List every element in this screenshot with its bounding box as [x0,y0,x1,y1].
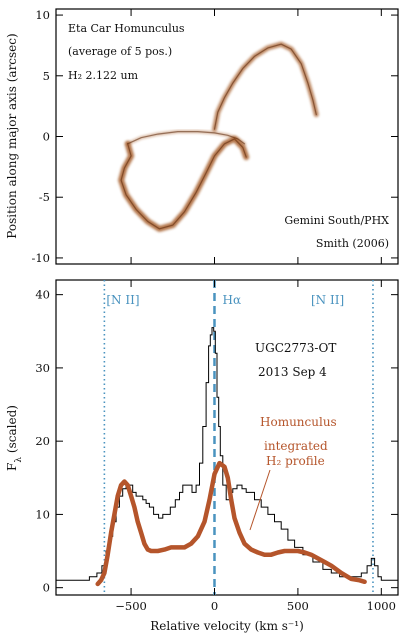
overlay-label-2: integrated [264,439,328,453]
image-reference: Smith (2006) [316,237,389,250]
reference-line-label: [N II] [106,293,139,307]
spectrum-ytick-label: 10 [35,507,50,521]
image-instrument: Gemini South/PHX [284,214,389,227]
spectrum-ytick-label: 20 [35,434,50,448]
reference-line-label: [N II] [311,293,344,307]
ylabel-sub: λ [14,457,24,463]
ylabel-main: F [5,463,19,471]
spectrum-ytick-label: 30 [35,361,50,375]
image-ytick-label: -5 [39,190,50,204]
image-panel-axes: -10 -5 0 5 10 [31,8,398,265]
object-name: UGC2773-OT [255,341,336,355]
reference-line-label: Hα [222,293,241,307]
reference-lines [103,280,374,595]
spectrum-panel-frame [55,279,399,596]
overlay-pointer [249,469,271,531]
lower-lobe-arc-core [127,131,246,145]
spectrum-panel: [N II] Hα [N II] 0 10 20 30 40 −500 0 500 1000 UGC2… [5,279,399,633]
h2-profile-line [95,460,367,587]
image-line-label: H₂ 2.122 um [68,69,139,82]
spectrum-axes: [N II] Hα [N II] 0 10 20 30 40 −500 0 500 1000 [35,280,398,613]
image-ylabel: Position along major axis (arcsec) [5,33,19,238]
spectrum-series [56,327,398,587]
upper-lobe-ridge-core [213,43,317,130]
observation-date: 2013 Sep 4 [258,365,327,379]
image-title: Eta Car Homunculus [68,22,185,35]
overlay-label-3: H₂ profile [266,454,325,468]
h2-image [118,41,319,232]
spectrum-ylabel: Fλ (scaled) [5,405,24,471]
ylabel-suffix: (scaled) [5,405,19,457]
spectrum-xtick-label: 500 [287,599,309,613]
spectrum-xlabel: Relative velocity (km s⁻¹) [150,619,304,633]
overlay-label-1: Homunculus [260,415,337,429]
spectrum-xtick-label: 0 [211,599,218,613]
spectrum-xtick-label: 1000 [367,599,396,613]
image-average-note: (average of 5 pos.) [68,45,172,58]
image-ytick-label: 5 [43,69,50,83]
image-ytick-label: 0 [43,130,50,144]
spectrum-ytick-label: 0 [43,581,50,595]
image-ytick-label: 10 [35,8,50,22]
spectrum-ytick-label: 40 [35,288,50,302]
lower-lobe-ridge-core [120,138,247,230]
spectrum-xtick-label: −500 [115,599,147,613]
image-panel: -10 -5 0 5 10 Eta Car Homunculus (average of… [5,8,399,265]
image-ytick-label: -10 [31,251,50,265]
